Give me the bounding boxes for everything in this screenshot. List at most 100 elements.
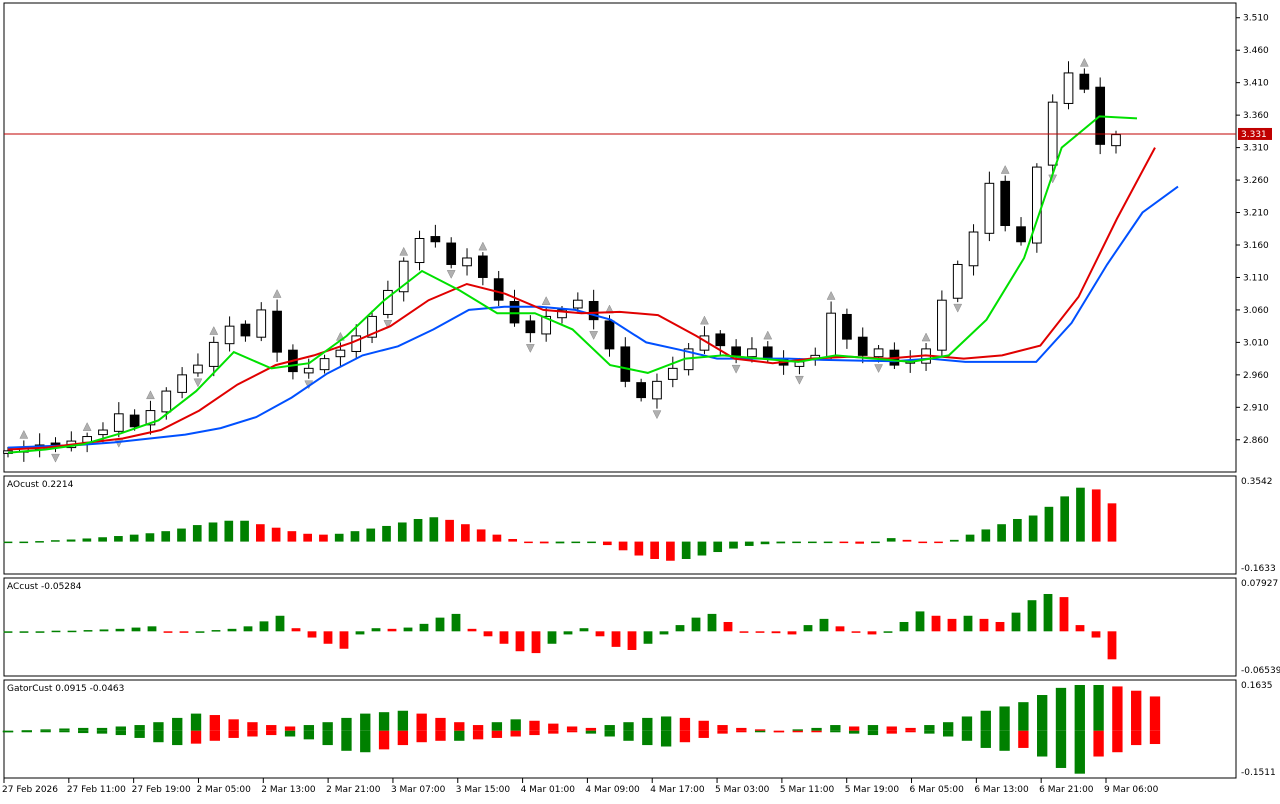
gator-upper-bar: [1093, 685, 1104, 731]
candle[interactable]: [984, 182, 995, 234]
x-tick-label: 6 Mar 21:00: [1039, 785, 1094, 795]
candle[interactable]: [652, 380, 662, 400]
gator-pane[interactable]: GatorCust 0.0915 -0.0463 0.1635 -0.1511: [2, 681, 1276, 778]
gator-lower-bar: [999, 730, 1010, 751]
candle[interactable]: [367, 315, 377, 338]
candle[interactable]: [129, 414, 140, 428]
candle[interactable]: [240, 323, 251, 337]
gator-lower-bar: [59, 730, 70, 733]
candle[interactable]: [351, 335, 362, 352]
candle[interactable]: [177, 374, 187, 393]
candle[interactable]: [398, 260, 409, 293]
candle[interactable]: [113, 413, 124, 432]
candle[interactable]: [667, 367, 678, 380]
y-tick-label: 2.910: [1243, 403, 1269, 413]
gator-lower-bar: [830, 730, 841, 733]
gator-lower-bar: [548, 730, 559, 734]
gator-upper-bar: [736, 727, 747, 731]
candle[interactable]: [968, 231, 979, 267]
candle[interactable]: [762, 346, 773, 360]
alligator-teeth-line: [7, 147, 1156, 451]
gator-lower-bar: [209, 730, 221, 741]
ao-pane[interactable]: AOcust 0.2214 0.3542 -0.1633: [3, 477, 1276, 574]
candle[interactable]: [1063, 72, 1074, 104]
candle[interactable]: [747, 348, 757, 358]
gator-lower-bar: [736, 730, 747, 733]
candle[interactable]: [98, 429, 108, 436]
gator-lower-bar: [153, 730, 164, 743]
ao-bar: [66, 539, 76, 542]
gator-upper-bar: [548, 723, 559, 731]
candle[interactable]: [873, 348, 884, 358]
ac-pane[interactable]: ACcust -0.05284 0.07927 -0.06539: [3, 579, 1280, 676]
candle[interactable]: [509, 300, 520, 324]
ao-bar: [492, 534, 502, 542]
ac-bar: [819, 618, 829, 632]
price-pane[interactable]: 3.510 3.460 3.410 3.360 3.310 3.260 3.210 3.160…: [3, 14, 1272, 463]
candle[interactable]: [478, 255, 488, 278]
candle[interactable]: [462, 257, 472, 267]
candle[interactable]: [715, 333, 726, 347]
candle[interactable]: [319, 358, 330, 371]
gator-upper-bar: [96, 727, 108, 731]
candle[interactable]: [826, 312, 836, 358]
ao-bar: [871, 541, 880, 544]
candle[interactable]: [383, 289, 393, 315]
ac-bar: [67, 630, 77, 633]
candle[interactable]: [272, 310, 282, 353]
fractal-down-marker: [652, 410, 662, 420]
candle[interactable]: [161, 390, 172, 413]
candle[interactable]: [952, 263, 963, 299]
candle[interactable]: [636, 382, 646, 399]
candle[interactable]: [937, 299, 947, 351]
ac-bar: [99, 629, 109, 632]
gator-lower-bar: [924, 730, 935, 734]
candle[interactable]: [541, 315, 552, 335]
candle[interactable]: [493, 278, 504, 301]
candle[interactable]: [430, 236, 441, 243]
ac-bar: [963, 615, 973, 632]
candle[interactable]: [1111, 134, 1121, 147]
candle[interactable]: [525, 320, 536, 334]
gator-lower-bar: [284, 730, 296, 737]
candle[interactable]: [446, 242, 457, 265]
y-tick-label: 3.010: [1243, 338, 1269, 348]
candle[interactable]: [208, 341, 219, 367]
candle[interactable]: [604, 320, 615, 350]
candle[interactable]: [842, 313, 852, 340]
candle[interactable]: [620, 346, 631, 382]
gator-upper-bar: [886, 726, 897, 731]
ac-bar: [739, 631, 749, 633]
candle[interactable]: [1016, 226, 1026, 243]
gator-lower-bar: [886, 730, 897, 734]
ac-bar: [435, 617, 445, 632]
candle[interactable]: [224, 325, 235, 345]
candle[interactable]: [414, 238, 425, 264]
gator-lower-bar: [360, 730, 371, 753]
candle[interactable]: [335, 349, 346, 358]
ac-bar: [259, 621, 269, 632]
candle[interactable]: [557, 309, 567, 319]
candle[interactable]: [588, 300, 599, 321]
candle[interactable]: [145, 410, 156, 426]
ac-bar: [403, 627, 413, 632]
y-tick-label: 3.060: [1243, 306, 1269, 316]
y-tick-label: 3.360: [1243, 111, 1269, 121]
candle[interactable]: [303, 367, 314, 374]
ac-bar: [979, 618, 989, 632]
candle[interactable]: [256, 309, 267, 338]
ao-bar: [839, 541, 849, 544]
ac-bar: [1107, 631, 1117, 660]
candle[interactable]: [731, 346, 741, 356]
candle[interactable]: [1079, 73, 1090, 90]
gator-upper-bar: [754, 729, 766, 731]
ac-bar: [947, 618, 957, 632]
candle[interactable]: [572, 299, 583, 309]
candle[interactable]: [857, 336, 868, 356]
candle[interactable]: [193, 364, 203, 374]
ac-bar: [131, 627, 141, 632]
candle[interactable]: [1000, 180, 1011, 227]
x-tick-label: 6 Mar 05:00: [910, 785, 965, 795]
